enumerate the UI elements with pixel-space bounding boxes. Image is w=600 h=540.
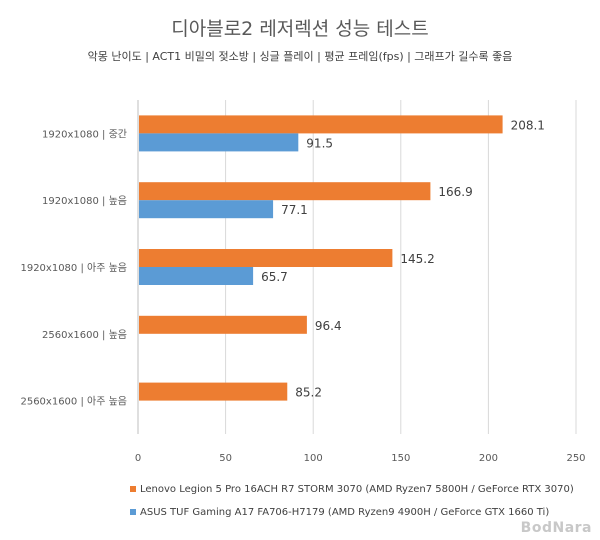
- data-label: 65.7: [261, 270, 288, 284]
- category-label: 1920x1080 | 아주 높음: [20, 262, 127, 274]
- legend-label-asus: ASUS TUF Gaming A17 FA706-H7179 (AMD Ryz…: [140, 507, 550, 518]
- category-label: 1920x1080 | 중간: [42, 128, 127, 140]
- category-label: 1920x1080 | 높음: [42, 195, 127, 207]
- legend-swatch-asus: [130, 509, 136, 515]
- x-tick-label: 50: [219, 453, 232, 464]
- bar-lenovo: [139, 315, 307, 334]
- x-tick-label: 0: [135, 453, 141, 464]
- data-label: 85.2: [295, 386, 322, 400]
- bar-asus: [139, 133, 299, 152]
- data-label: 208.1: [511, 118, 545, 132]
- bar-asus: [139, 267, 254, 285]
- legend-swatch-lenovo: [130, 486, 136, 492]
- data-label: 166.9: [438, 185, 472, 199]
- category-label: 2560x1600 | 아주 높음: [20, 396, 127, 408]
- bar-asus: [139, 200, 274, 219]
- chart-subtitle: 악몽 난이도 | ACT1 비밀의 젖소방 | 싱글 플레이 | 평균 프레임(…: [87, 50, 513, 63]
- data-label: 91.5: [306, 136, 333, 150]
- watermark-logo: BodNara: [520, 520, 592, 536]
- x-tick-label: 150: [391, 453, 410, 464]
- legend-item-lenovo: Lenovo Legion 5 Pro 16ACH R7 STORM 3070 …: [130, 484, 574, 495]
- data-label: 145.2: [400, 252, 434, 266]
- data-label: 77.1: [281, 203, 308, 217]
- bar-lenovo: [139, 182, 431, 201]
- category-label: 2560x1600 | 높음: [42, 329, 127, 341]
- bar-lenovo: [139, 382, 288, 401]
- legend-label-lenovo: Lenovo Legion 5 Pro 16ACH R7 STORM 3070 …: [140, 484, 574, 495]
- x-tick-label: 200: [479, 453, 498, 464]
- legend-item-asus: ASUS TUF Gaming A17 FA706-H7179 (AMD Ryz…: [130, 507, 549, 518]
- chart-title: 디아블로2 레저렉션 성능 테스트: [171, 18, 429, 40]
- x-tick-label: 250: [566, 453, 585, 464]
- bar-lenovo: [139, 115, 503, 134]
- x-tick-label: 100: [304, 453, 323, 464]
- bar-lenovo: [139, 249, 393, 267]
- data-label: 96.4: [315, 319, 342, 333]
